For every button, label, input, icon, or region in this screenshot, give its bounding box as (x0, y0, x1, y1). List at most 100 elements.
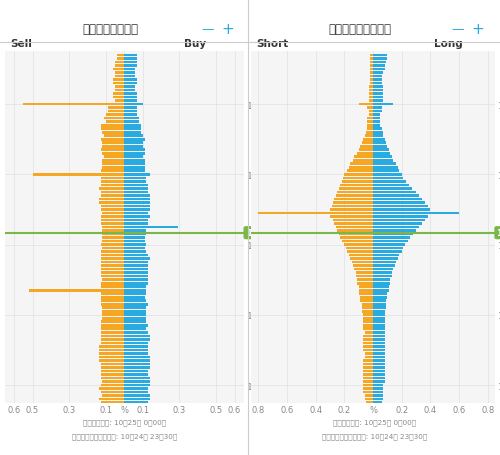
Bar (370, 61, 373, 64)
Bar (373, 352, 384, 355)
Bar (124, 181, 146, 183)
Bar (373, 373, 384, 376)
Bar (353, 160, 373, 162)
Bar (100, 373, 124, 376)
Bar (363, 370, 373, 373)
Bar (373, 233, 414, 236)
Bar (100, 209, 124, 211)
Bar (338, 233, 373, 236)
Bar (102, 212, 124, 215)
Bar (350, 163, 373, 166)
Text: オープンポジション: オープンポジション (328, 23, 392, 36)
Bar (354, 268, 373, 271)
Bar (373, 226, 419, 229)
Bar (373, 324, 384, 327)
Bar (363, 387, 373, 390)
Bar (363, 363, 373, 365)
Bar (102, 240, 124, 243)
Bar (364, 398, 373, 400)
Bar (373, 363, 384, 365)
Bar (100, 338, 124, 341)
Bar (368, 107, 373, 110)
Bar (363, 380, 373, 383)
Bar (373, 90, 383, 92)
Bar (364, 352, 373, 355)
Bar (373, 300, 386, 303)
Bar (100, 401, 124, 404)
Bar (370, 55, 373, 57)
Bar (373, 359, 384, 362)
Bar (98, 352, 124, 355)
Bar (104, 135, 124, 138)
Bar (343, 177, 373, 180)
Bar (333, 202, 373, 204)
Bar (369, 100, 373, 103)
Bar (124, 93, 137, 96)
Bar (340, 184, 373, 187)
Bar (373, 184, 409, 187)
Bar (102, 237, 124, 239)
Bar (330, 209, 373, 211)
Bar (117, 55, 124, 57)
Bar (373, 76, 382, 78)
Bar (124, 331, 148, 334)
Bar (100, 149, 124, 152)
Bar (100, 293, 124, 295)
Bar (124, 111, 137, 113)
Text: —: — (451, 23, 464, 36)
Bar (100, 170, 124, 173)
Bar (102, 279, 124, 281)
Bar (124, 300, 146, 303)
Bar (373, 338, 384, 341)
Bar (373, 296, 388, 299)
Bar (100, 391, 124, 394)
Bar (373, 366, 384, 369)
Bar (373, 114, 380, 117)
Bar (363, 328, 373, 330)
Bar (124, 82, 137, 85)
Bar (373, 345, 384, 348)
Bar (114, 93, 124, 96)
Bar (124, 58, 137, 61)
Bar (100, 261, 124, 264)
Bar (364, 356, 373, 359)
Bar (373, 58, 388, 61)
Bar (124, 230, 146, 233)
Bar (100, 366, 124, 369)
Bar (368, 117, 373, 120)
Bar (29, 289, 124, 292)
Bar (373, 387, 383, 390)
Bar (124, 209, 150, 211)
Bar (373, 331, 384, 334)
Bar (373, 272, 392, 274)
Bar (373, 131, 383, 134)
Bar (108, 111, 124, 113)
Bar (373, 198, 422, 201)
Bar (363, 359, 373, 362)
Bar (124, 222, 148, 225)
Bar (98, 345, 124, 348)
Bar (373, 142, 386, 145)
Bar (124, 187, 148, 190)
Bar (100, 222, 124, 225)
Bar (124, 394, 150, 397)
Bar (108, 107, 124, 110)
Bar (124, 107, 137, 110)
Bar (364, 135, 373, 138)
Text: Sell: Sell (10, 39, 32, 49)
Bar (124, 310, 146, 313)
Bar (373, 72, 383, 75)
Bar (124, 117, 139, 120)
Bar (98, 387, 124, 390)
Bar (100, 331, 124, 334)
Bar (373, 61, 386, 64)
Bar (124, 76, 136, 78)
Bar (360, 300, 373, 303)
Bar (124, 286, 146, 288)
Bar (124, 237, 144, 239)
Bar (117, 58, 124, 61)
Bar (364, 394, 373, 397)
Bar (373, 139, 384, 141)
Bar (124, 307, 146, 309)
Bar (124, 146, 142, 148)
